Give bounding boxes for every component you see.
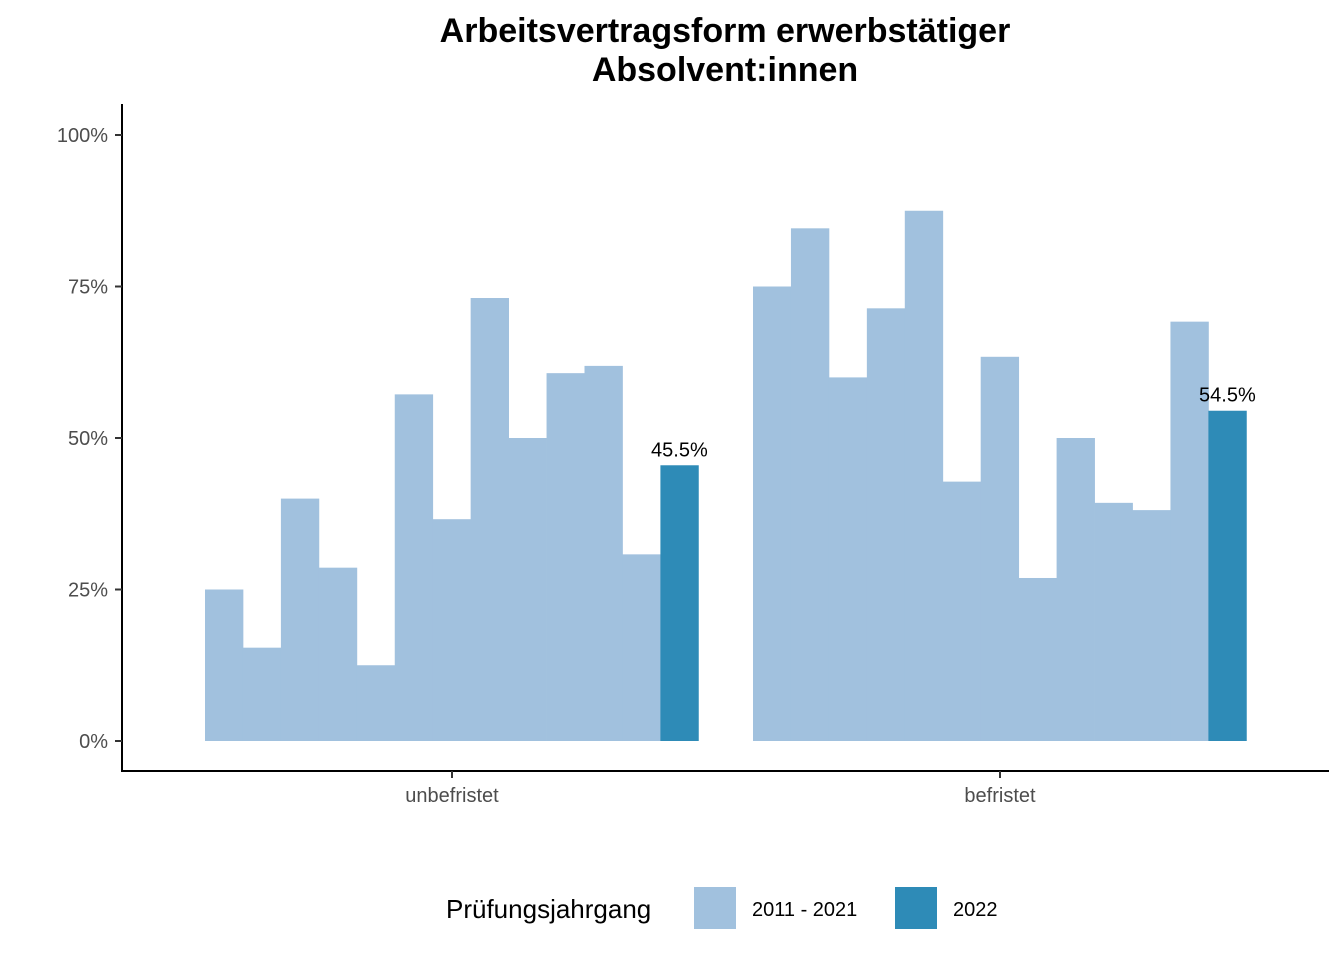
legend-swatch-2022 (895, 887, 937, 929)
bar-unbefristet-s0-11 (622, 554, 661, 741)
bar-befristet-s0-5 (942, 481, 982, 741)
bar-befristet-s0-2 (828, 377, 868, 741)
bar-befristet-s0-10 (1132, 510, 1171, 741)
bar-unbefristet-s0-10 (584, 365, 623, 741)
y-tick-label: 75% (68, 277, 108, 299)
x-tick-label-befristet: befristet (964, 785, 1036, 807)
bar-unbefristet-s0-0 (205, 589, 244, 741)
y-tick-label: 50% (68, 428, 108, 450)
bar-unbefristet-s0-4 (356, 665, 396, 741)
bar-unbefristet-s0-5 (394, 394, 434, 741)
bar-unbefristet-s1-0 (660, 465, 699, 741)
data-label-befristet: 54.5% (1199, 385, 1256, 407)
y-tick-label: 100% (57, 125, 108, 147)
y-axis-ticks: 0% 25% 50% 75% 100% (57, 125, 122, 753)
chart-title-line1: Arbeitsvertragsform erwerbstätiger (440, 12, 1011, 50)
bar-unbefristet-s0-8 (508, 438, 547, 741)
bar-unbefristet-s0-9 (546, 373, 585, 741)
bar-unbefristet-s0-2 (280, 498, 320, 741)
x-tick-label-unbefristet: unbefristet (405, 785, 499, 807)
legend: Prüfungsjahrgang 2011 - 2021 2022 (446, 887, 998, 929)
bar-unbefristet-s0-6 (432, 519, 472, 741)
bar-befristet-s0-9 (1094, 502, 1133, 741)
y-tick-label: 0% (79, 731, 108, 753)
bar-befristet-s0-4 (904, 210, 944, 741)
legend-label-2022: 2022 (953, 899, 998, 921)
data-labels-group: 45.5% 54.5% (651, 385, 1256, 462)
bar-befristet-s0-11 (1170, 321, 1209, 741)
bar-unbefristet-s0-7 (470, 298, 509, 741)
bar-unbefristet-s0-3 (318, 567, 358, 741)
legend-label-2011-2021: 2011 - 2021 (752, 899, 857, 921)
bar-befristet-s0-1 (790, 228, 830, 741)
bar-befristet-s0-8 (1056, 438, 1095, 741)
bar-befristet-s0-3 (866, 308, 906, 741)
legend-swatch-2011-2021 (694, 887, 736, 929)
x-axis-ticks: unbefristet befristet (405, 771, 1036, 807)
bar-befristet-s0-0 (753, 286, 792, 741)
chart-title-line2: Absolvent:innen (592, 51, 858, 89)
bar-unbefristet-s0-1 (242, 647, 282, 741)
bar-befristet-s1-0 (1208, 410, 1247, 741)
y-tick-label: 25% (68, 580, 108, 602)
data-label-unbefristet: 45.5% (651, 439, 708, 461)
bar-befristet-s0-7 (1018, 577, 1057, 741)
legend-title: Prüfungsjahrgang (446, 894, 651, 924)
bar-befristet-s0-6 (980, 356, 1020, 741)
bars-group (205, 210, 1247, 741)
